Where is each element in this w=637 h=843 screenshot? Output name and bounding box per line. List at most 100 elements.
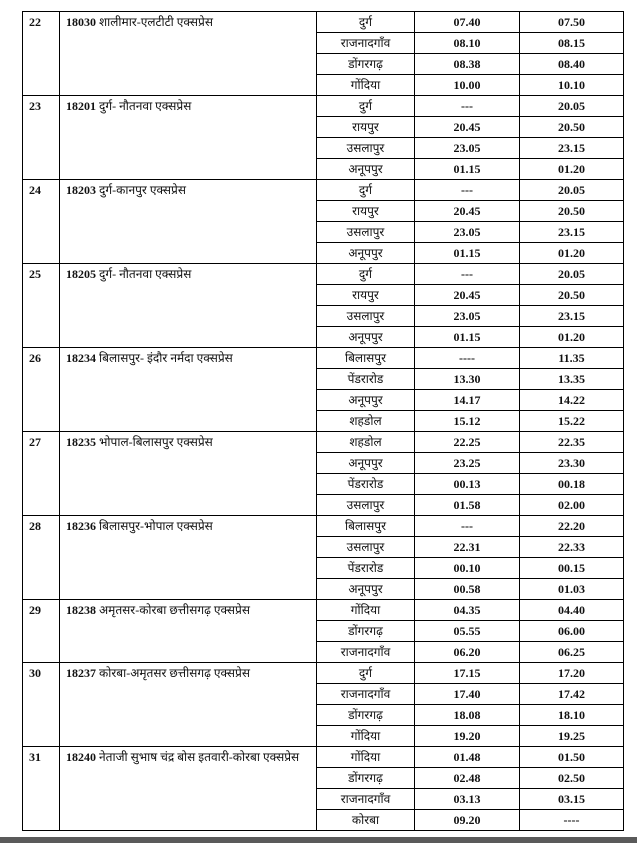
train-number: 18236 [66, 519, 96, 533]
arrival-time: 19.20 [414, 725, 520, 747]
station-name: डोंगरगढ़ [316, 620, 415, 642]
serial-number: 23 [22, 95, 60, 180]
table-row: अनूपपुर 01.15 01.20 [23, 242, 624, 264]
departure-time: 13.35 [519, 368, 624, 390]
train-number: 18201 [66, 99, 96, 113]
table-row: पेंडरारोड 00.10 00.15 [23, 557, 624, 579]
arrival-time: 01.15 [414, 158, 520, 180]
arrival-time: --- [414, 95, 520, 117]
train-name: अमृतसर-कोरबा छत्तीसगढ़ एक्सप्रेस [99, 603, 250, 617]
serial-number: 25 [22, 263, 60, 348]
departure-time: 00.18 [519, 473, 624, 495]
serial-number: 29 [22, 599, 60, 663]
arrival-time: 23.25 [414, 452, 520, 474]
table-row: 29 18238 अमृतसर-कोरबा छत्तीसगढ़ एक्सप्रेस… [22, 599, 624, 663]
station-name: उसलापुर [316, 494, 415, 516]
table-row: पेंडरारोड 13.30 13.35 [23, 368, 624, 390]
train-number: 18238 [66, 603, 96, 617]
arrival-time: 08.10 [414, 32, 520, 54]
arrival-time: 01.15 [414, 242, 520, 264]
departure-time: 22.20 [519, 515, 624, 537]
train-number: 18234 [66, 351, 96, 365]
train-name: भोपाल-बिलासपुर एक्सप्रेस [99, 435, 213, 449]
departure-time: ---- [519, 809, 624, 831]
table-row: उसलापुर 22.31 22.33 [23, 536, 624, 558]
train-number: 18030 [66, 15, 96, 29]
departure-time: 06.25 [519, 641, 624, 663]
table-row: गोंदिया 19.20 19.25 [23, 725, 624, 747]
station-name: अनूपपुर [316, 389, 415, 411]
station-name: दुर्ग [316, 95, 415, 117]
station-name: पेंडरारोड [316, 473, 415, 495]
table-row: राजनादगाँव 17.40 17.42 [23, 683, 624, 705]
train-timetable: 22 18030 शालीमार-एलटीटी एक्सप्रेस दुर्ग 07.… [22, 11, 624, 831]
station-name: शहडोल [316, 431, 415, 453]
table-row: 28 18236 बिलासपुर-भोपाल एक्सप्रेस बिलासपुर… [22, 515, 624, 600]
departure-time: 20.50 [519, 116, 624, 138]
departure-time: 18.10 [519, 704, 624, 726]
serial-number: 22 [22, 11, 60, 96]
departure-time: 01.20 [519, 158, 624, 180]
table-row: 22 18030 शालीमार-एलटीटी एक्सप्रेस दुर्ग 07.… [22, 11, 624, 96]
station-name: डोंगरगढ़ [316, 704, 415, 726]
station-name: अनूपपुर [316, 326, 415, 348]
arrival-time: 14.17 [414, 389, 520, 411]
departure-time: 01.20 [519, 326, 624, 348]
departure-time: 02.50 [519, 767, 624, 789]
table-row: अनूपपुर 01.15 01.20 [23, 158, 624, 180]
train-name: नेताजी सुभाष चंद्र बोस इतवारी-कोरबा एक्स… [99, 750, 300, 764]
arrival-time: --- [414, 515, 520, 537]
arrival-time: 10.00 [414, 74, 520, 96]
station-name: अनूपपुर [316, 452, 415, 474]
station-name: उसलापुर [316, 536, 415, 558]
table-row: 26 18234 बिलासपुर- इंदौर नर्मदा एक्सप्रेस… [22, 347, 624, 432]
station-name: शहडोल [316, 410, 415, 432]
station-name: राजनादगाँव [316, 788, 415, 810]
arrival-time: 07.40 [414, 11, 520, 33]
arrival-time: 01.15 [414, 326, 520, 348]
table-row: रायपुर 20.45 20.50 [23, 116, 624, 138]
table-row: 31 18240 नेताजी सुभाष चंद्र बोस इतवारी-को… [22, 746, 624, 831]
station-name: दुर्ग [316, 662, 415, 684]
train-number: 18203 [66, 183, 96, 197]
arrival-time: 05.55 [414, 620, 520, 642]
arrival-time: 20.45 [414, 284, 520, 306]
station-name: राजनादगाँव [316, 32, 415, 54]
train-name: कोरबा-अमृतसर छत्तीसगढ़ एक्सप्रेस [99, 666, 250, 680]
table-row: अनूपपुर 01.15 01.20 [23, 326, 624, 348]
serial-number: 26 [22, 347, 60, 432]
station-name: रायपुर [316, 200, 415, 222]
departure-time: 20.05 [519, 179, 624, 201]
station-name: रायपुर [316, 116, 415, 138]
departure-time: 04.40 [519, 599, 624, 621]
departure-time: 20.50 [519, 284, 624, 306]
station-name: उसलापुर [316, 305, 415, 327]
station-name: अनूपपुर [316, 158, 415, 180]
departure-time: 01.50 [519, 746, 624, 768]
table-row: 27 18235 भोपाल-बिलासपुर एक्सप्रेस शहडोल 22.… [22, 431, 624, 516]
train-cell: 18240 नेताजी सुभाष चंद्र बोस इतवारी-कोरब… [59, 746, 317, 831]
arrival-time: 20.45 [414, 200, 520, 222]
departure-time: 06.00 [519, 620, 624, 642]
table-row: 23 18201 दुर्ग- नौतनवा एक्सप्रेस दुर्ग --- 2… [22, 95, 624, 180]
station-name: राजनादगाँव [316, 641, 415, 663]
station-name: डोंगरगढ़ [316, 53, 415, 75]
table-row: डोंगरगढ़ 08.38 08.40 [23, 53, 624, 75]
station-name: रायपुर [316, 284, 415, 306]
train-cell: 18203 दुर्ग-कानपुर एक्सप्रेस [59, 179, 317, 264]
station-name: बिलासपुर [316, 515, 415, 537]
departure-time: 23.15 [519, 221, 624, 243]
train-name: दुर्ग-कानपुर एक्सप्रेस [99, 183, 186, 197]
arrival-time: 15.12 [414, 410, 520, 432]
train-number: 18240 [66, 750, 96, 764]
departure-time: 10.10 [519, 74, 624, 96]
departure-time: 22.33 [519, 536, 624, 558]
arrival-time: 06.20 [414, 641, 520, 663]
train-cell: 18235 भोपाल-बिलासपुर एक्सप्रेस [59, 431, 317, 516]
departure-time: 20.05 [519, 263, 624, 285]
arrival-time: 00.10 [414, 557, 520, 579]
serial-number: 27 [22, 431, 60, 516]
departure-time: 22.35 [519, 431, 624, 453]
departure-time: 20.50 [519, 200, 624, 222]
departure-time: 23.15 [519, 305, 624, 327]
